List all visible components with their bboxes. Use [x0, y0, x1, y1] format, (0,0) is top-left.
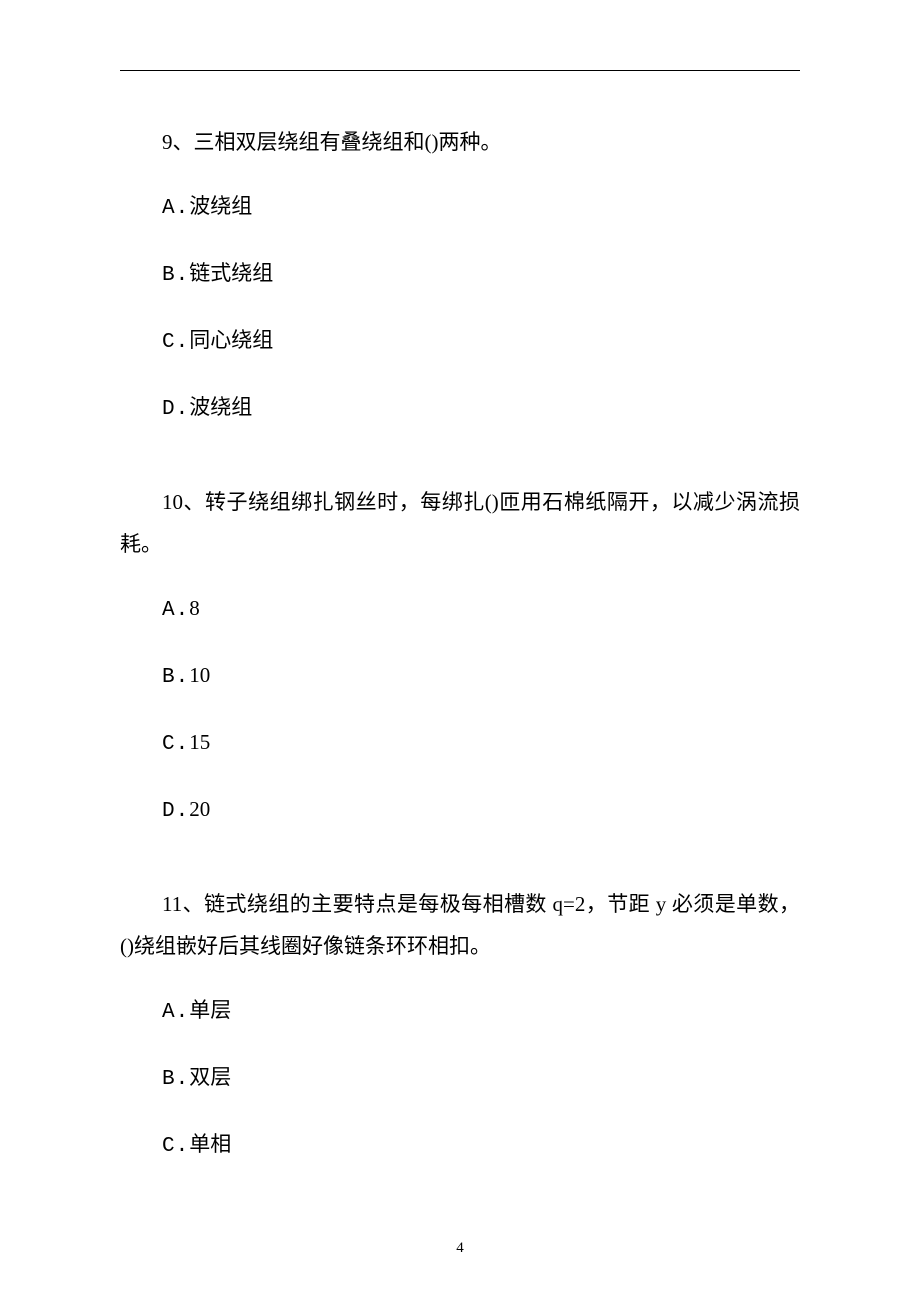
option-b: B.双层: [120, 1056, 800, 1101]
option-text: 双层: [189, 1065, 231, 1089]
option-text: 同心绕组: [189, 328, 273, 352]
option-text: 8: [189, 596, 200, 620]
option-a: A.波绕组: [120, 185, 800, 230]
option-letter: C.: [162, 733, 189, 756]
header-divider: [120, 70, 800, 71]
option-d: D.波绕组: [120, 386, 800, 431]
option-c: C.同心绕组: [120, 319, 800, 364]
option-c: C.单相: [120, 1123, 800, 1168]
option-a: A.8: [120, 587, 800, 632]
option-letter: A.: [162, 197, 189, 220]
option-text: 链式绕组: [189, 261, 273, 285]
option-d: D.20: [120, 788, 800, 833]
option-letter: A.: [162, 599, 189, 622]
option-text: 波绕组: [189, 395, 252, 419]
option-letter: B.: [162, 264, 189, 287]
question-text: 9、三相双层绕组有叠绕组和()两种。: [120, 121, 800, 163]
question-block-9: 9、三相双层绕组有叠绕组和()两种。 A.波绕组 B.链式绕组 C.同心绕组 D…: [120, 121, 800, 431]
option-letter: B.: [162, 666, 189, 689]
option-text: 单相: [189, 1132, 231, 1156]
option-b: B.链式绕组: [120, 252, 800, 297]
option-text: 15: [189, 730, 210, 754]
option-letter: D.: [162, 800, 189, 823]
document-content: 9、三相双层绕组有叠绕组和()两种。 A.波绕组 B.链式绕组 C.同心绕组 D…: [120, 121, 800, 1168]
option-letter: B.: [162, 1068, 189, 1091]
option-text: 波绕组: [189, 194, 252, 218]
page-container: 9、三相双层绕组有叠绕组和()两种。 A.波绕组 B.链式绕组 C.同心绕组 D…: [0, 0, 920, 1302]
option-text: 10: [189, 663, 210, 687]
option-c: C.15: [120, 721, 800, 766]
question-text: 11、链式绕组的主要特点是每极每相槽数 q=2，节距 y 必须是单数，()绕组嵌…: [120, 883, 800, 967]
option-letter: A.: [162, 1001, 189, 1024]
option-text: 单层: [189, 998, 231, 1022]
question-block-11: 11、链式绕组的主要特点是每极每相槽数 q=2，节距 y 必须是单数，()绕组嵌…: [120, 883, 800, 1168]
option-letter: D.: [162, 398, 189, 421]
page-number: 4: [456, 1240, 464, 1257]
option-b: B.10: [120, 654, 800, 699]
question-text: 10、转子绕组绑扎钢丝时，每绑扎()匝用石棉纸隔开，以减少涡流损耗。: [120, 481, 800, 565]
option-letter: C.: [162, 1135, 189, 1158]
option-a: A.单层: [120, 989, 800, 1034]
option-text: 20: [189, 797, 210, 821]
question-block-10: 10、转子绕组绑扎钢丝时，每绑扎()匝用石棉纸隔开，以减少涡流损耗。 A.8 B…: [120, 481, 800, 833]
option-letter: C.: [162, 331, 189, 354]
